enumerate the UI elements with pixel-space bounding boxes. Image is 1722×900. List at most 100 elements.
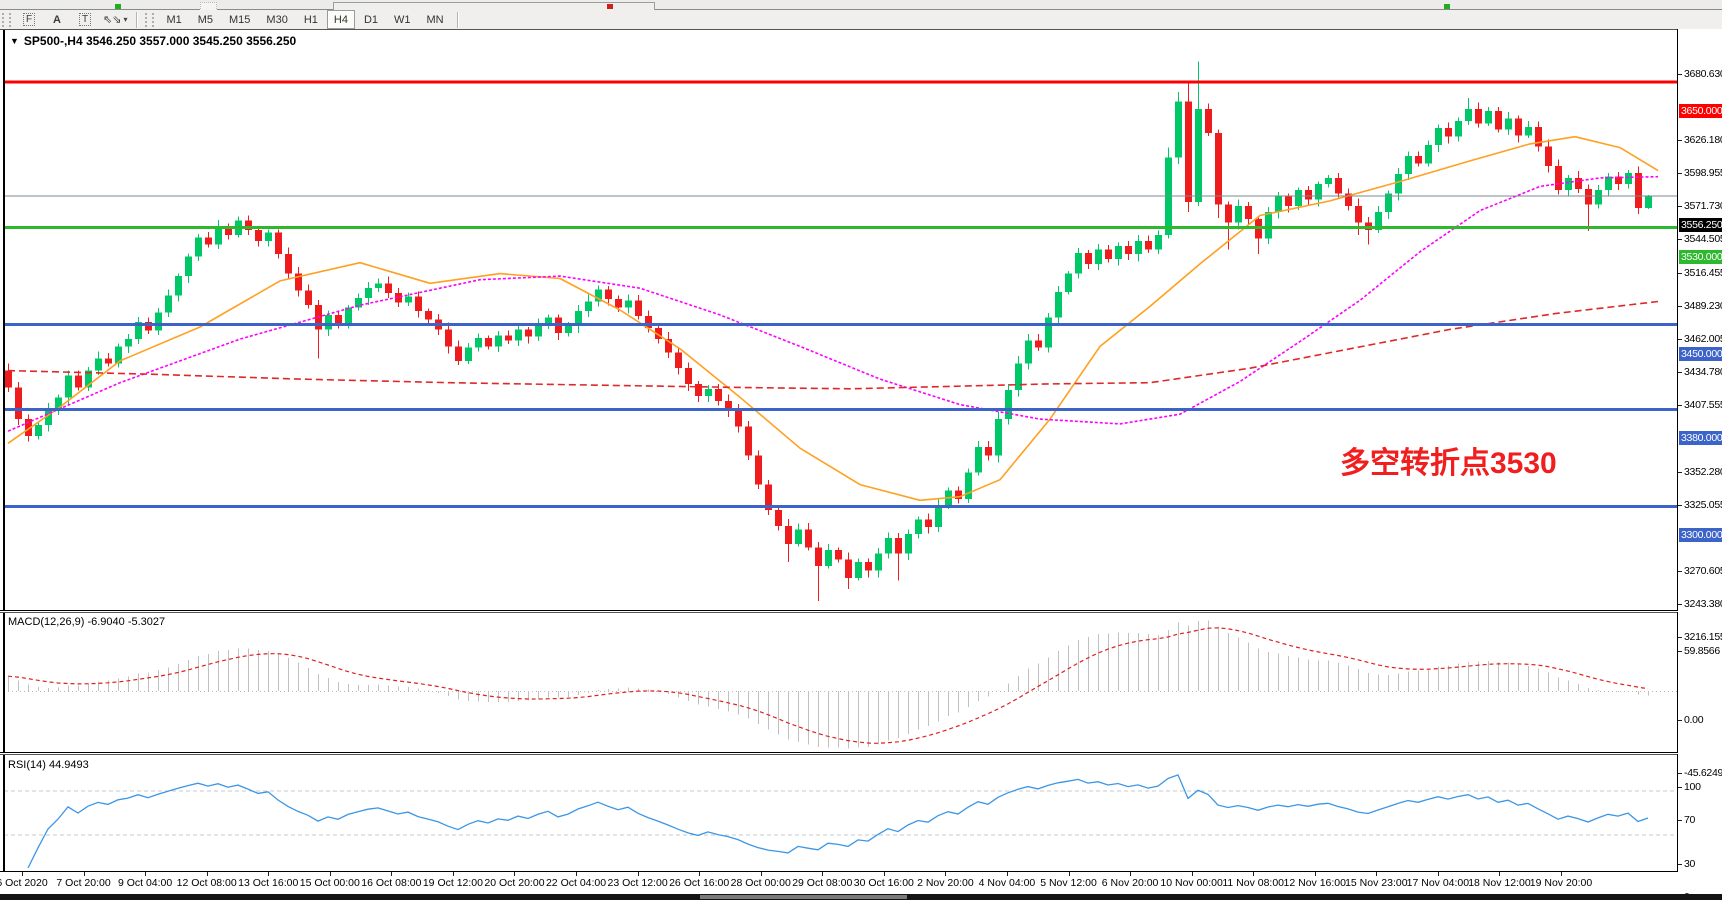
candlesticks [5,61,1652,601]
price-tick-3462.005: 3462.005 [1678,333,1722,345]
line-studies-toolbar: F A T ⇖⇘ ▾ M1 M5 M15 M30 H1 H4 D1 W1 MN [0,10,1722,30]
clipped-red-indicator [607,4,613,9]
time-tick [1006,872,1008,876]
time-label: 2 Nov 20:00 [917,877,974,889]
time-label: 19 Oct 12:00 [422,877,483,889]
time-tick [883,872,885,876]
rsi-tick-70: 70 [1678,814,1722,826]
time-tick [145,872,147,876]
macd-histogram [7,620,1650,749]
frame-tool-glyph: F [22,13,36,26]
time-label: 26 Oct 16:00 [669,877,730,889]
time-label: 16 Oct 08:00 [361,877,422,889]
chart-dropdown-icon[interactable]: ▼ [10,36,19,46]
clipped-upper-toolbar [0,0,1722,11]
tf-button-M30[interactable]: M30 [266,13,288,26]
time-tick [1437,872,1439,876]
arrows-tool-icon[interactable]: ⇖⇘ ▾ [102,11,128,29]
time-tick [514,872,516,876]
ma-mid-magenta [7,175,1659,432]
ma-slow-red [7,300,1659,390]
rsi-tick-30: 30 [1678,858,1722,870]
ma-fast-orange [7,135,1659,502]
time-label: 12 Nov 16:00 [1283,877,1346,889]
tf-button-MN[interactable]: MN [426,13,444,26]
price-tick-3407.555: 3407.555 [1678,399,1722,411]
time-label: 11 Nov 08:00 [1222,877,1285,889]
price-tick-3325.055: 3325.055 [1678,499,1722,511]
time-tick [452,872,454,876]
time-label: 28 Oct 00:00 [730,877,791,889]
price-tick-3544.505: 3544.505 [1678,233,1722,245]
chart-title[interactable]: ▼ SP500-,H4 3546.250 3557.000 3545.250 35… [10,34,296,48]
rsi-line [27,774,1649,869]
tf-button-M5[interactable]: M5 [197,13,214,26]
label-tool-icon[interactable]: A [46,11,68,29]
chinese-annotation-text: 多空转折点3530 [1340,447,1557,480]
time-tick [637,872,639,876]
price-tick-3243.380: 3243.380 [1678,598,1722,610]
tf-button-W1[interactable]: W1 [394,13,411,26]
chart-title-text: SP500-,H4 3546.250 3557.000 3545.250 355… [23,34,297,48]
scrollbar-thumb[interactable] [700,895,907,899]
time-label: 10 Nov 00:00 [1160,877,1223,889]
tf-button-H4[interactable]: H4 [326,10,355,29]
time-label: 6 Oct 2020 [0,877,48,889]
arrows-tool-glyph: ⇖⇘ [103,14,122,26]
time-label: 15 Nov 23:00 [1345,877,1408,889]
frame-tool-icon[interactable]: F [18,11,40,29]
time-tick [1314,872,1316,876]
tf-button-D1[interactable]: D1 [363,13,379,26]
time-tick [699,872,701,876]
dropdown-caret-icon[interactable]: ▾ [123,15,128,24]
price-chart-plot[interactable] [0,29,1678,611]
macd-tick-0.00: 0.00 [1678,714,1722,726]
toolbar-grip-handle[interactable] [145,12,155,27]
price-tick-3516.455: 3516.455 [1678,267,1722,279]
price-tick-3571.730: 3571.730 [1678,200,1722,212]
price-tick-3626.180: 3626.180 [1678,134,1722,146]
tf-button-H1[interactable]: H1 [303,13,318,26]
time-tick [1499,872,1501,876]
time-tick [268,872,270,876]
time-label: 6 Nov 20:00 [1101,877,1159,889]
time-label: 17 Nov 04:00 [1406,877,1470,889]
macd-indicator-plot[interactable] [0,612,1678,753]
price-badge-3530.000: 3530.000 [1679,249,1722,264]
time-tick [1130,872,1132,876]
tf-button-M1[interactable]: M1 [166,13,182,26]
time-label: 5 Nov 12:00 [1040,877,1097,889]
price-tick-3434.780: 3434.780 [1678,366,1722,378]
time-tick [1376,872,1378,876]
time-tick [206,872,208,876]
rsi-tick-100: 100 [1678,781,1722,793]
clipped-green-indicator [115,4,121,9]
toolbar-grip-handle[interactable] [2,12,11,27]
price-badge-3650.000: 3650.000 [1679,104,1722,119]
time-axis[interactable]: 6 Oct 2020 7 Oct 20:00 9 Oct 04:00 12 Oct 0… [0,872,1678,894]
time-tick [1253,872,1255,876]
price-tick-3489.230: 3489.230 [1678,300,1722,312]
time-label: 7 Oct 20:00 [56,877,111,889]
rsi-indicator-label: RSI(14) 44.9493 [8,759,89,771]
time-tick [945,872,947,876]
toolbar-separator [456,11,459,28]
time-tick [83,872,85,876]
price-badge-3450.000: 3450.000 [1679,346,1722,361]
text-tool-icon[interactable]: T [74,11,96,29]
macd-signal-line [7,627,1649,744]
time-tick [822,872,824,876]
time-label: 4 Nov 04:00 [978,877,1036,889]
price-tick-3216.155: 3216.155 [1678,631,1722,643]
time-label: 23 Oct 12:00 [607,877,668,889]
tf-button-M15[interactable]: M15 [229,13,251,26]
time-tick [22,872,23,876]
time-tick [1068,872,1070,876]
macd-tick--45.6249: -45.6249 [1678,766,1722,779]
time-tick [760,872,762,876]
rsi-indicator-plot[interactable] [0,754,1678,872]
time-label: 12 Oct 08:00 [176,877,237,889]
price-tick-3598.955: 3598.955 [1678,167,1722,179]
time-tick [576,872,578,876]
